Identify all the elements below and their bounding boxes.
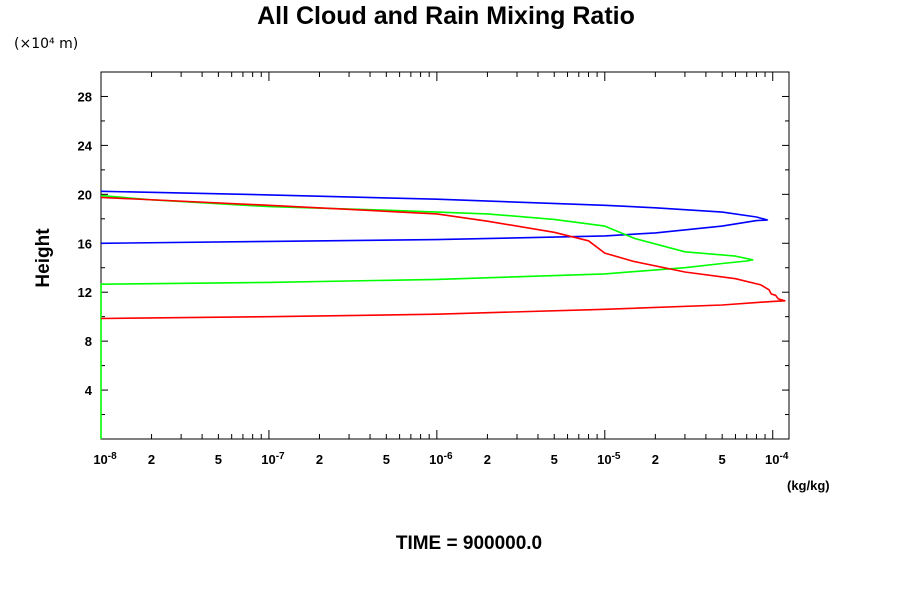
x-tick-label: 10-5 <box>597 451 621 467</box>
y-axis-label: Height <box>33 228 54 288</box>
y-scale-label: (×10⁴ m) <box>14 36 78 52</box>
y-tick-label: 12 <box>78 285 92 300</box>
x-tick-label: 5 <box>551 452 558 467</box>
y-tick-label: 24 <box>78 138 93 153</box>
x-tick-label: 2 <box>652 452 659 467</box>
y-tick-label: 28 <box>78 89 92 104</box>
x-tick-label: 5 <box>719 452 726 467</box>
x-tick-label: 10-8 <box>93 451 117 467</box>
series-line-1 <box>100 190 769 245</box>
x-tick-label: 2 <box>316 452 323 467</box>
y-tick-label: 16 <box>78 236 92 251</box>
x-axis-ticks: 10-8 2 5 10-7 2 5 10-6 2 5 10-5 2 5 10-4 <box>93 72 789 467</box>
x-tick-label: 5 <box>383 452 390 467</box>
y-tick-label: 8 <box>85 334 92 349</box>
series-line-2 <box>100 194 754 439</box>
x-tick-label: 5 <box>215 452 222 467</box>
plot-frame <box>100 71 790 440</box>
x-tick-label: 2 <box>484 452 491 467</box>
x-tick-label: 10-4 <box>765 451 789 467</box>
x-unit-label: (kg/kg) <box>787 478 830 493</box>
x-tick-label: 10-6 <box>429 451 453 467</box>
y-axis-ticks: 4 8 12 16 20 24 28 <box>78 89 789 416</box>
y-tick-label: 4 <box>85 383 93 398</box>
series-layer <box>100 190 786 439</box>
y-tick-label: 20 <box>78 187 92 202</box>
chart-title: All Cloud and Rain Mixing Ratio <box>257 2 635 30</box>
x-tick-label: 2 <box>148 452 155 467</box>
series-line-3 <box>100 196 786 320</box>
time-label: TIME = 900000.0 <box>396 533 542 554</box>
x-tick-label: 10-7 <box>261 451 285 467</box>
